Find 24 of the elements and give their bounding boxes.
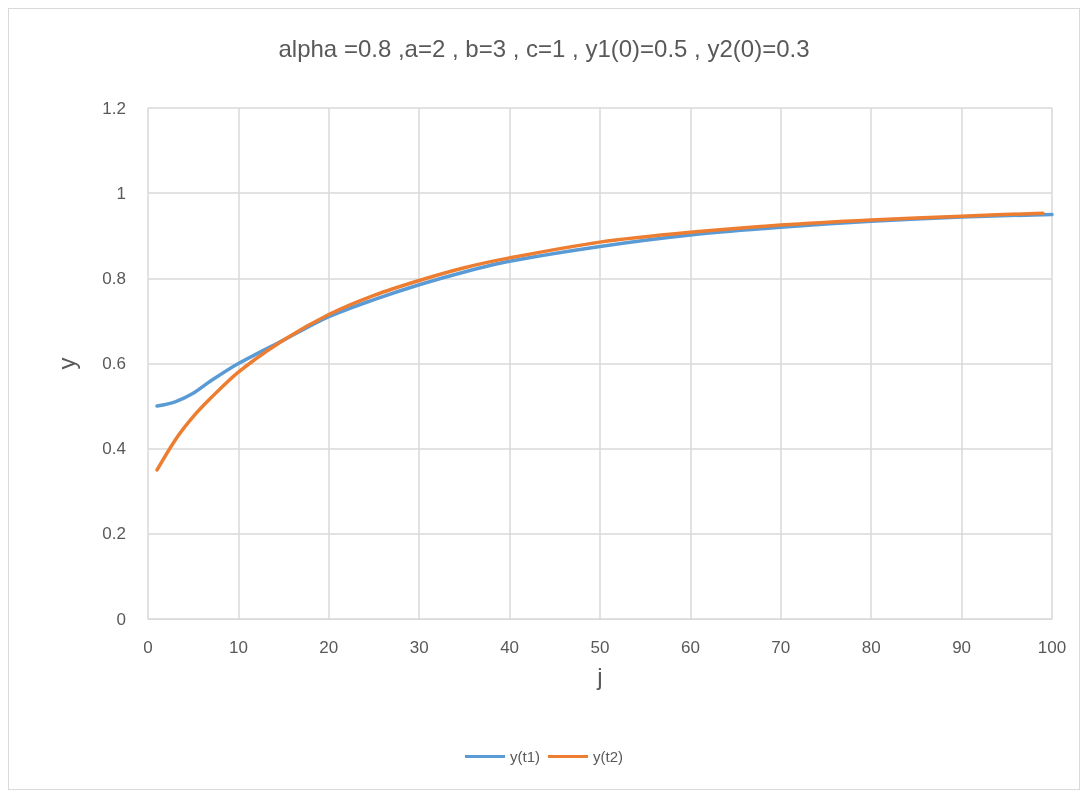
x-tick-label: 60	[680, 638, 700, 657]
legend-label: y(t1)	[510, 748, 540, 765]
y-tick-label: 0.8	[102, 268, 126, 288]
legend-label: y(t2)	[593, 748, 623, 765]
line-series	[155, 211, 1045, 472]
x-tick-label: 20	[319, 638, 339, 657]
y-tick-label: 1.2	[102, 98, 126, 118]
y-axis-title: y	[52, 357, 80, 370]
x-tick-label: 80	[861, 638, 881, 657]
chart-title: alpha =0.8 ,a=2 , b=3 , c=1 , y1(0)=0.5 , y2(0)=0.3	[278, 34, 810, 62]
y-tick-label: 1	[116, 183, 126, 203]
y-tick-label: 0.6	[102, 354, 126, 373]
y-tick-label: 0.2	[102, 524, 126, 544]
x-tick-label: 40	[500, 638, 520, 657]
x-tick-label: 10	[228, 638, 248, 657]
y-tick-label: 0	[116, 609, 126, 629]
y-tick-label: 0.4	[102, 439, 126, 459]
x-tick-label: 70	[771, 638, 791, 657]
x-tick-label: 30	[409, 638, 429, 657]
x-tick-label: 0	[143, 638, 153, 657]
x-tick-label: 50	[590, 638, 610, 657]
x-tick-label: 90	[952, 638, 972, 657]
x-axis-title: j	[596, 662, 603, 690]
x-tick-label: 100	[1037, 638, 1067, 657]
